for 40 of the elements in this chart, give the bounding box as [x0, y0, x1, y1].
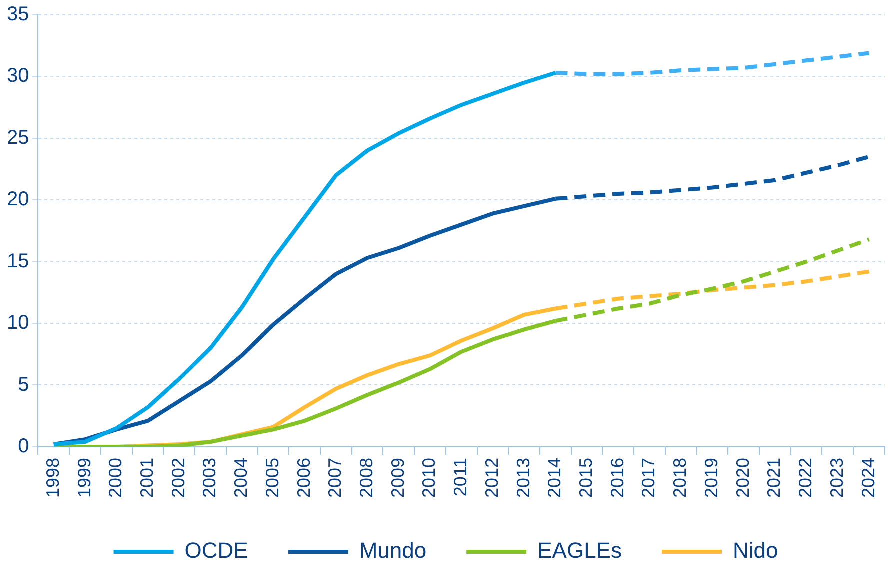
- x-tick-label: 2004: [231, 458, 252, 498]
- y-tick-label: 20: [6, 188, 30, 211]
- x-tick-label: 2006: [294, 458, 314, 498]
- x-tick-label: 2016: [607, 458, 628, 498]
- legend-label: OCDE: [184, 538, 248, 564]
- x-tick-label: 2019: [701, 458, 722, 498]
- x-tick-label: 2024: [858, 458, 878, 498]
- legend-label: EAGLEs: [538, 538, 622, 564]
- x-tick-label: 2021: [764, 458, 784, 498]
- x-tick-label: 1998: [42, 458, 63, 498]
- x-tick-label: 2014: [544, 458, 565, 498]
- y-tick-label: 30: [6, 65, 30, 88]
- x-tick-label: 2010: [419, 458, 440, 498]
- x-tick-label: 2011: [450, 458, 471, 497]
- x-tick-label: 2002: [168, 458, 188, 498]
- x-tick-label: 2001: [136, 458, 157, 498]
- legend-label: Nido: [732, 538, 778, 564]
- y-tick-label: 35: [6, 4, 30, 26]
- x-tick-label: 2005: [262, 458, 282, 498]
- x-tick-label: 2015: [576, 458, 596, 498]
- x-tick-label: 2017: [638, 458, 659, 498]
- legend-label: Mundo: [359, 538, 427, 564]
- x-tick-label: 2009: [388, 458, 408, 498]
- x-tick-label: 2003: [200, 458, 220, 498]
- x-tick-label: 2008: [356, 458, 376, 498]
- line-series: [554, 51, 872, 76]
- x-tick-label: 2013: [513, 458, 534, 498]
- x-tick-label: 2000: [106, 458, 126, 498]
- x-tick-label: 2012: [482, 458, 502, 498]
- x-tick-label: 2022: [796, 458, 816, 498]
- x-tick-label: 2023: [826, 458, 847, 498]
- y-tick-label: 5: [18, 374, 30, 396]
- x-tick-label: 2020: [732, 458, 753, 498]
- y-tick-label: 10: [6, 312, 30, 334]
- x-tick-label: 1999: [74, 458, 94, 498]
- x-tick-label: 2007: [325, 458, 346, 498]
- y-tick-label: 0: [18, 435, 30, 458]
- y-tick-label: 25: [6, 126, 30, 149]
- y-tick-label: 15: [6, 250, 30, 272]
- x-tick-label: 2018: [670, 458, 690, 498]
